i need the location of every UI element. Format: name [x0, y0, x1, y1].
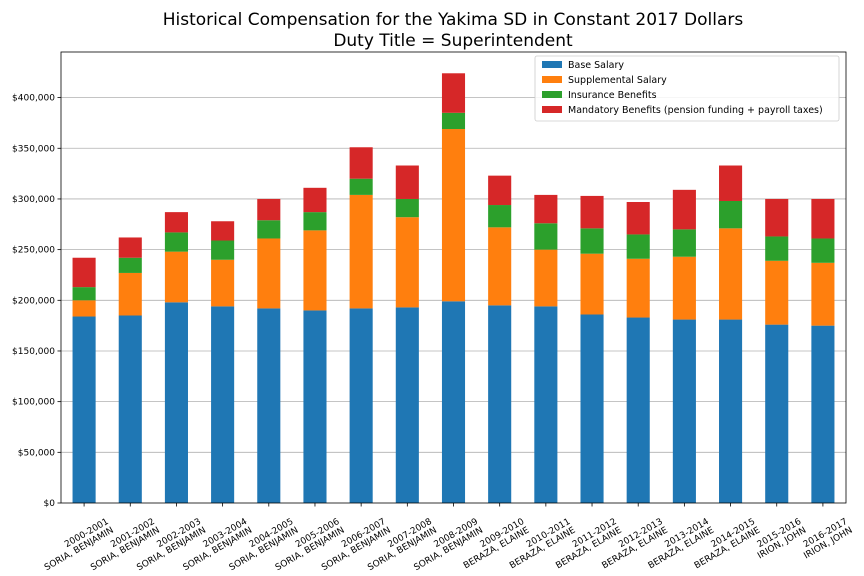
y-tick-label: $150,000: [12, 347, 55, 357]
bar-segment: [118, 257, 142, 273]
bar-segment: [257, 238, 281, 309]
y-tick-label: $50,000: [18, 448, 55, 458]
legend-label: Insurance Benefits: [568, 90, 657, 101]
bar-segment: [534, 249, 558, 307]
bar-segment: [211, 306, 235, 503]
y-tick-label: $350,000: [12, 144, 55, 154]
y-tick-label: $0: [44, 499, 56, 509]
legend-label: Mandatory Benefits (pension funding + pa…: [568, 105, 823, 116]
bar-segment: [72, 316, 96, 503]
bar-segment: [303, 310, 327, 503]
bar-segment: [626, 201, 650, 235]
legend-label: Supplemental Salary: [568, 75, 667, 86]
bar-segment: [395, 165, 419, 199]
bar-segment: [118, 315, 142, 503]
y-tick-label: $300,000: [12, 195, 55, 205]
bar-segment: [580, 228, 604, 254]
bar-segment: [441, 129, 466, 302]
bar-segment: [626, 234, 650, 259]
bar-segment: [580, 253, 604, 315]
bar-segment: [534, 194, 558, 224]
legend-swatch: [542, 61, 562, 68]
bar-segment: [580, 314, 604, 503]
bar-segment: [441, 301, 466, 503]
chart-title: Historical Compensation for the Yakima S…: [163, 10, 744, 30]
bar-segment: [395, 198, 419, 218]
legend-label: Base Salary: [568, 60, 624, 71]
bar-segment: [626, 317, 650, 503]
bar-segment: [672, 189, 696, 230]
bar-segment: [488, 305, 512, 503]
y-axis: $0 $50,000 $100,000 $150,000 $200,000 $250,00…: [12, 94, 61, 509]
bar-segment: [303, 187, 327, 213]
bar-segment: [488, 227, 512, 306]
bar-segment: [534, 306, 558, 503]
legend-box: [534, 55, 840, 122]
bar-segment: [672, 229, 696, 257]
bar-segment: [765, 324, 789, 503]
bar-segment: [118, 272, 142, 316]
bar-segment: [811, 198, 835, 239]
chart-subtitle: Duty Title = Superintendent: [333, 31, 573, 51]
bar-segment: [349, 308, 373, 503]
bar-segment: [164, 232, 188, 252]
bar-segment: [534, 223, 558, 250]
bar-segment: [765, 236, 789, 261]
legend-swatch: [542, 106, 562, 113]
y-tick-label: $200,000: [12, 296, 55, 306]
bar-segment: [257, 220, 281, 239]
legend-swatch: [542, 76, 562, 83]
bar-segment: [72, 257, 96, 288]
y-tick-label: $100,000: [12, 398, 55, 408]
bar-segment: [395, 217, 419, 308]
bar-segment: [257, 308, 281, 503]
bar-segment: [257, 198, 281, 221]
bar-segment: [395, 307, 419, 503]
bar-segment: [211, 240, 235, 260]
bar-segment: [811, 262, 835, 326]
bar-segment: [765, 198, 789, 237]
bar-segment: [118, 237, 142, 258]
bar-segment: [626, 258, 650, 318]
bar-segment: [719, 319, 743, 503]
bar-segment: [349, 194, 373, 309]
bar-segment: [211, 259, 235, 307]
bar-segment: [719, 165, 743, 201]
bar-segment: [211, 221, 235, 241]
bar-segment: [349, 178, 373, 195]
legend-swatch: [542, 91, 562, 98]
bar-segment: [72, 300, 96, 317]
bar-segment: [488, 205, 512, 228]
bar-segment: [719, 200, 743, 229]
bar-segment: [303, 230, 327, 311]
bar-segment: [580, 195, 604, 229]
bar-segment: [719, 228, 743, 320]
bar-segment: [164, 251, 188, 303]
bar-segment: [441, 73, 466, 113]
bar-segment: [164, 302, 188, 503]
bar-segment: [672, 256, 696, 320]
bar-segment: [765, 260, 789, 325]
bar-segment: [811, 238, 835, 263]
bar-segment: [164, 212, 188, 233]
bar-segment: [349, 147, 373, 179]
bar-segment: [811, 325, 835, 503]
y-tick-label: $250,000: [12, 246, 55, 256]
bar-segment: [303, 212, 327, 231]
bar-segment: [672, 319, 696, 503]
bars: [72, 73, 835, 503]
bar-segment: [72, 287, 96, 301]
legend: Base Salary Supplemental Salary Insurance …: [534, 55, 840, 122]
bar-segment: [488, 175, 512, 206]
y-tick-label: $400,000: [12, 94, 55, 104]
bar-segment: [441, 112, 466, 130]
